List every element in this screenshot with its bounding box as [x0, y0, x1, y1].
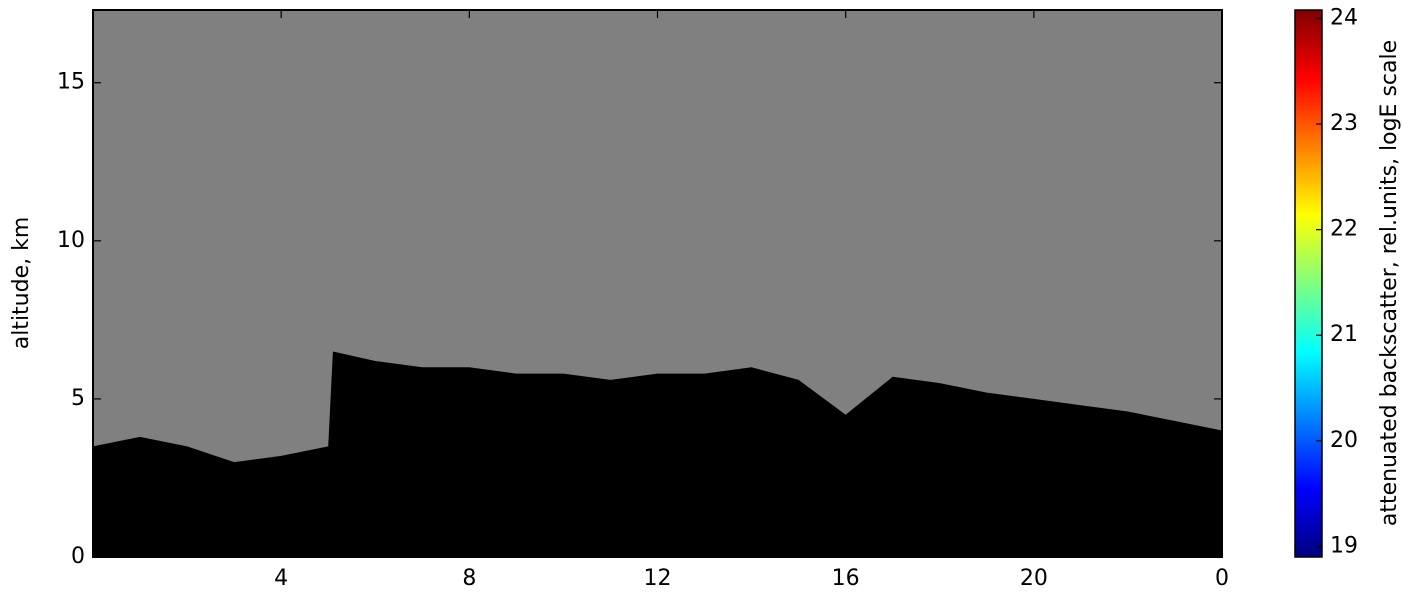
y-tick-label: 0 [71, 544, 85, 569]
x-tick-label: 20 [1020, 566, 1048, 591]
colorbar-label: attenuated backscatter, rel.units, logE … [1377, 40, 1402, 526]
y-tick-label: 5 [71, 386, 85, 411]
colorbar-tick-label: 19 [1330, 533, 1358, 558]
colorbar-tick-label: 21 [1330, 322, 1358, 347]
x-tick-label: 4 [274, 566, 288, 591]
colorbar-tick-label: 24 [1330, 5, 1358, 30]
colorbar-tick-label: 20 [1330, 428, 1358, 453]
x-tick-label: 16 [832, 566, 860, 591]
colorbar [1294, 9, 1323, 558]
y-tick-label: 15 [57, 70, 85, 95]
signal-area [93, 351, 1222, 557]
colorbar-tick-label: 23 [1330, 111, 1358, 136]
x-tick-label: 8 [462, 566, 476, 591]
x-tick-label: 12 [644, 566, 672, 591]
colorbar-tick-label: 22 [1330, 217, 1358, 242]
y-axis-label: altitude, km [9, 217, 34, 350]
x-tick-label: 0 [1215, 566, 1229, 591]
y-tick-label: 10 [57, 228, 85, 253]
